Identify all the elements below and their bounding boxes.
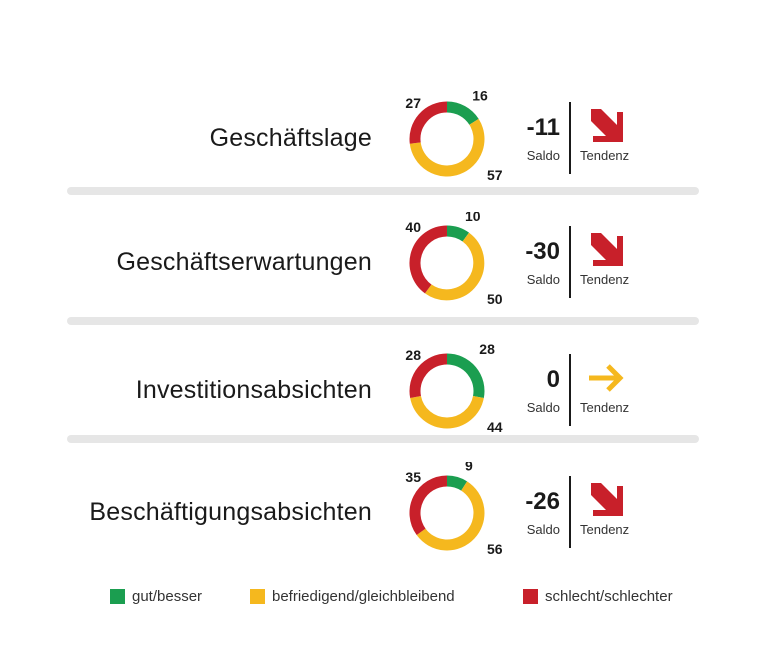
row-separator: [67, 187, 699, 195]
row-geschaeftserwartungen: Geschäftserwartungen 10 50 40 -30 Saldo Te…: [0, 208, 767, 318]
donut-chart: 16 57 27: [405, 88, 503, 183]
row-label: Geschäftslage: [209, 124, 372, 152]
donut-slice-bad: [409, 353, 448, 399]
donut-slice-neutral: [425, 232, 485, 301]
tendency-label: Tendenz: [580, 400, 630, 415]
donut-slice-bad: [409, 475, 448, 536]
saldo-value: -30: [525, 238, 560, 265]
arrow-down-right-icon: [591, 233, 623, 266]
legend-label: gut/besser: [132, 588, 203, 605]
saldo-label: Saldo: [526, 522, 560, 537]
saldo-value: -11: [526, 114, 560, 141]
donut-label-neutral: 57: [487, 167, 503, 183]
donut-chart: 28 44 28: [405, 341, 503, 435]
donut-label-good: 16: [472, 88, 488, 103]
row-beschaeftigungsabsichten: Beschäftigungsabsichten 9 56 35 -26 Saldo …: [0, 458, 767, 568]
donut-slice-neutral: [416, 481, 485, 551]
legend-swatch: [250, 589, 265, 604]
row-separator: [67, 435, 699, 443]
legend: gut/besser befriedigend/gleichbleibend s…: [0, 588, 767, 608]
donut-chart: 10 50 40: [405, 212, 503, 307]
donut-label-neutral: 56: [487, 541, 503, 557]
divider: [569, 102, 571, 174]
legend-swatch: [523, 589, 538, 604]
donut-label-bad: 40: [405, 219, 421, 235]
row-label: Beschäftigungsabsichten: [89, 498, 372, 526]
divider: [569, 354, 571, 426]
tendency-arrow: [589, 364, 624, 392]
legend-item-good: gut/besser: [110, 588, 202, 605]
divider: [569, 226, 571, 298]
tendency-label: Tendenz: [580, 522, 630, 537]
tendency-label: Tendenz: [580, 272, 630, 287]
donut-label-good: 10: [465, 212, 481, 224]
arrow-down-right-icon: [591, 483, 623, 516]
tendency-arrow: [591, 483, 623, 516]
arrow-down-right-icon: [591, 109, 623, 142]
row-label: Geschäftserwartungen: [116, 248, 372, 276]
donut-slice-good: [446, 101, 479, 126]
saldo-label: Saldo: [526, 400, 560, 415]
donut-slice-good: [446, 353, 485, 399]
legend-label: befriedigend/gleichbleibend: [272, 588, 455, 605]
arrow-right-icon: [589, 364, 624, 392]
row-geschaeftslage: Geschäftslage 16 57 27 -11 Saldo Tendenz: [0, 84, 767, 194]
donut-slice-neutral: [409, 118, 485, 177]
donut-slice-bad: [409, 101, 448, 144]
tendency-arrow: [591, 233, 623, 266]
donut-label-bad: 27: [405, 95, 421, 111]
donut-label-good: 9: [465, 462, 473, 474]
donut-slice-good: [446, 225, 470, 242]
legend-item-bad: schlecht/schlechter: [523, 588, 673, 605]
donut-slice-neutral: [410, 395, 484, 429]
tendency-arrow: [591, 109, 623, 142]
saldo-label: Saldo: [526, 148, 560, 163]
tendency-label: Tendenz: [580, 148, 630, 163]
donut-label-bad: 35: [405, 469, 421, 485]
saldo-value: -26: [525, 488, 560, 515]
legend-label: schlecht/schlechter: [545, 588, 673, 605]
row-investitionsabsichten: Investitionsabsichten 28 44 28 0 Saldo Ten…: [0, 336, 767, 446]
donut-slice-good: [446, 475, 468, 491]
row-label: Investitionsabsichten: [135, 376, 372, 404]
legend-item-neutral: befriedigend/gleichbleibend: [250, 588, 455, 605]
saldo-label: Saldo: [526, 272, 560, 287]
legend-swatch: [110, 589, 125, 604]
divider: [569, 476, 571, 548]
donut-label-good: 28: [479, 341, 495, 357]
donut-label-neutral: 50: [487, 291, 503, 307]
saldo-value: 0: [546, 366, 560, 393]
donut-label-bad: 28: [405, 347, 421, 363]
donut-label-neutral: 44: [487, 419, 503, 435]
donut-slice-bad: [409, 225, 448, 294]
donut-chart: 9 56 35: [405, 462, 503, 557]
row-separator: [67, 317, 699, 325]
